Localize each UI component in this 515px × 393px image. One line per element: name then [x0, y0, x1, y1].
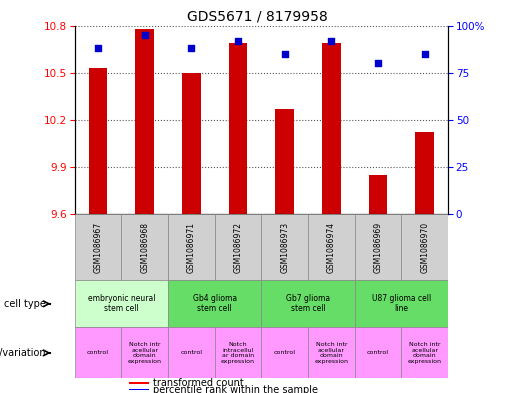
- Bar: [261, 280, 355, 327]
- Bar: [129, 382, 149, 384]
- Text: GSM1086974: GSM1086974: [327, 222, 336, 273]
- Bar: [401, 214, 448, 280]
- Text: GSM1086970: GSM1086970: [420, 222, 429, 273]
- Bar: [89, 68, 107, 214]
- Point: [421, 51, 429, 57]
- Text: GSM1086967: GSM1086967: [94, 222, 102, 273]
- Bar: [215, 214, 261, 280]
- Bar: [122, 214, 168, 280]
- Text: GSM1086971: GSM1086971: [187, 222, 196, 273]
- Text: GSM1086972: GSM1086972: [233, 222, 243, 273]
- Point: [94, 45, 102, 51]
- Text: control: control: [273, 351, 296, 355]
- Bar: [229, 43, 247, 214]
- Bar: [261, 214, 308, 280]
- Text: cell type: cell type: [5, 299, 46, 309]
- Text: GDS5671 / 8179958: GDS5671 / 8179958: [187, 10, 328, 24]
- Bar: [416, 132, 434, 214]
- Bar: [75, 214, 122, 280]
- Point: [187, 45, 196, 51]
- Point: [327, 37, 335, 44]
- Text: Notch intr
acellular
domain
expression: Notch intr acellular domain expression: [128, 342, 162, 364]
- Bar: [135, 29, 154, 214]
- Bar: [75, 280, 168, 327]
- Bar: [401, 327, 448, 378]
- Bar: [355, 280, 448, 327]
- Text: U87 glioma cell
line: U87 glioma cell line: [372, 294, 431, 314]
- Bar: [261, 327, 308, 378]
- Text: Gb7 glioma
stem cell: Gb7 glioma stem cell: [286, 294, 330, 314]
- Bar: [182, 73, 201, 214]
- Bar: [308, 214, 355, 280]
- Text: percentile rank within the sample: percentile rank within the sample: [153, 384, 318, 393]
- Point: [374, 60, 382, 66]
- Bar: [369, 175, 387, 214]
- Text: genotype/variation: genotype/variation: [0, 348, 46, 358]
- Bar: [168, 327, 215, 378]
- Text: GSM1086973: GSM1086973: [280, 222, 289, 273]
- Text: control: control: [87, 351, 109, 355]
- Bar: [355, 214, 401, 280]
- Bar: [168, 280, 261, 327]
- Text: Notch
intracellul
ar domain
expression: Notch intracellul ar domain expression: [221, 342, 255, 364]
- Point: [281, 51, 289, 57]
- Text: GSM1086968: GSM1086968: [140, 222, 149, 273]
- Bar: [129, 389, 149, 390]
- Bar: [215, 327, 261, 378]
- Bar: [322, 43, 341, 214]
- Text: Notch intr
acellular
domain
expression: Notch intr acellular domain expression: [408, 342, 442, 364]
- Text: control: control: [367, 351, 389, 355]
- Text: Notch intr
acellular
domain
expression: Notch intr acellular domain expression: [314, 342, 348, 364]
- Text: embryonic neural
stem cell: embryonic neural stem cell: [88, 294, 155, 314]
- Point: [141, 32, 149, 38]
- Bar: [168, 214, 215, 280]
- Text: Gb4 glioma
stem cell: Gb4 glioma stem cell: [193, 294, 237, 314]
- Point: [234, 37, 242, 44]
- Bar: [276, 109, 294, 214]
- Text: GSM1086969: GSM1086969: [373, 222, 383, 273]
- Text: control: control: [180, 351, 202, 355]
- Bar: [355, 327, 401, 378]
- Bar: [308, 327, 355, 378]
- Bar: [122, 327, 168, 378]
- Bar: [75, 327, 122, 378]
- Text: transformed count: transformed count: [153, 378, 244, 388]
